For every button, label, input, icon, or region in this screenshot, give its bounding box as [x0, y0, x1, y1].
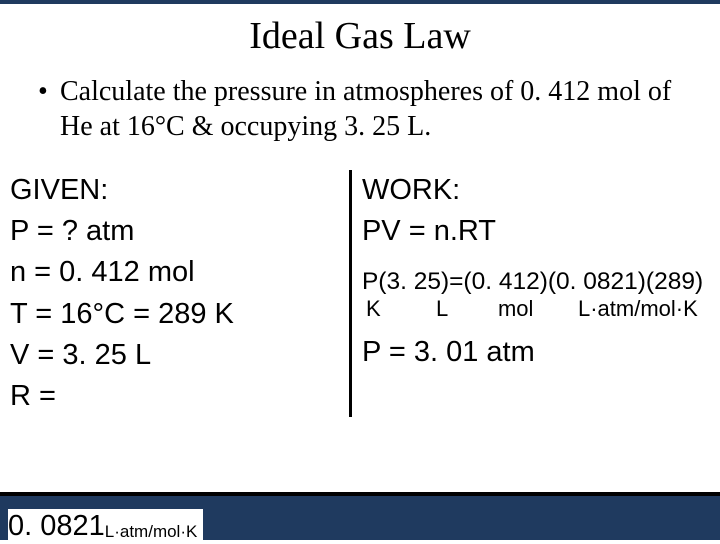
given-column: GIVEN: P = ? atm n = 0. 412 mol T = 16°C… — [8, 170, 352, 417]
work-substitution: P(3. 25)=(0. 412)(0. 0821)(289) — [362, 268, 710, 296]
work-column: WORK: PV = n.RT P(3. 25)=(0. 412)(0. 082… — [352, 170, 710, 417]
given-r-value-overflow: 0. 0821L·atm/mol·K — [8, 509, 203, 544]
given-heading: GIVEN: — [10, 170, 345, 211]
unit-mol: mol — [498, 296, 578, 322]
given-temperature: T = 16°C = 289 K — [10, 294, 345, 335]
slide-title: Ideal Gas Law — [0, 14, 720, 58]
unit-k: K — [366, 296, 406, 322]
given-work-table: GIVEN: P = ? atm n = 0. 412 mol T = 16°C… — [0, 170, 720, 417]
work-equation: PV = n.RT — [362, 211, 710, 252]
unit-r: L·atm/mol·K — [578, 296, 698, 321]
problem-text: Calculate the pressure in atmospheres of… — [60, 76, 671, 142]
unit-l: L — [406, 296, 498, 322]
bullet-dot: • — [38, 74, 60, 109]
work-answer: P = 3. 01 atm — [362, 332, 710, 373]
r-value: 0. 0821 — [8, 510, 105, 542]
given-pressure: P = ? atm — [10, 211, 345, 252]
work-heading: WORK: — [362, 170, 710, 211]
given-moles: n = 0. 412 mol — [10, 252, 345, 293]
r-units: L·atm/mol·K — [105, 522, 198, 541]
given-r-label: R = — [10, 376, 345, 417]
problem-statement: •Calculate the pressure in atmospheres o… — [0, 74, 720, 144]
given-volume: V = 3. 25 L — [10, 335, 345, 376]
work-units-row: KLmolL·atm/mol·K — [362, 296, 710, 322]
